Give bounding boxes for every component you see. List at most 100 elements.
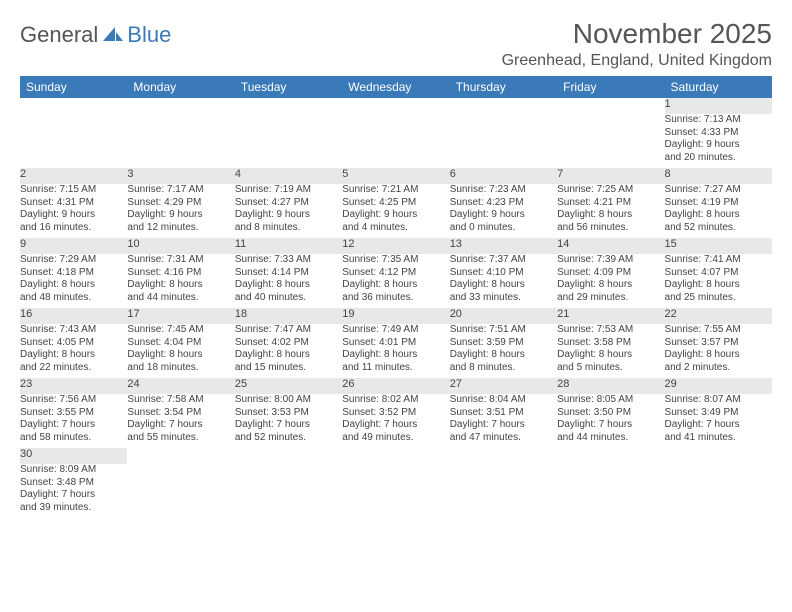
day-info-line: and 11 minutes. <box>342 362 449 375</box>
day-info-line: Daylight: 8 hours <box>665 349 772 362</box>
day-info-cell: Sunrise: 8:07 AMSunset: 3:49 PMDaylight:… <box>665 394 772 448</box>
day-info-line: Daylight: 9 hours <box>665 139 772 152</box>
day-info-line: Sunrise: 7:45 AM <box>127 324 234 337</box>
day-info-cell: Sunrise: 8:04 AMSunset: 3:51 PMDaylight:… <box>450 394 557 448</box>
day-info-line: and 16 minutes. <box>20 222 127 235</box>
day-info-cell: Sunrise: 7:55 AMSunset: 3:57 PMDaylight:… <box>665 324 772 378</box>
day-info-line: Sunset: 3:48 PM <box>20 477 127 490</box>
day-info-line: Sunrise: 7:37 AM <box>450 254 557 267</box>
day-info-line: Sunrise: 7:15 AM <box>20 184 127 197</box>
day-info-line: Sunrise: 7:21 AM <box>342 184 449 197</box>
day-info-line: Sunrise: 8:04 AM <box>450 394 557 407</box>
day-info-line: Daylight: 7 hours <box>665 419 772 432</box>
day-info-line: and 52 minutes. <box>665 222 772 235</box>
day-info-cell: Sunrise: 7:21 AMSunset: 4:25 PMDaylight:… <box>342 184 449 238</box>
day-info-row: Sunrise: 7:29 AMSunset: 4:18 PMDaylight:… <box>20 254 772 308</box>
weekday-header-row: SundayMondayTuesdayWednesdayThursdayFrid… <box>20 76 772 98</box>
day-info-line: Daylight: 8 hours <box>557 209 664 222</box>
day-info-line: Sunset: 4:02 PM <box>235 337 342 350</box>
day-info-cell: Sunrise: 7:41 AMSunset: 4:07 PMDaylight:… <box>665 254 772 308</box>
weekday-header: Tuesday <box>235 76 342 98</box>
day-info-line: and 44 minutes. <box>557 432 664 445</box>
day-number-row: 1 <box>20 98 772 114</box>
day-info-line: Sunrise: 7:39 AM <box>557 254 664 267</box>
day-info-line: Sunset: 4:18 PM <box>20 267 127 280</box>
day-info-line: Sunset: 4:31 PM <box>20 197 127 210</box>
day-number-cell <box>235 448 342 464</box>
day-number-cell: 2 <box>20 168 127 184</box>
logo: General Blue <box>20 22 171 48</box>
day-number-cell: 25 <box>235 378 342 394</box>
day-number-cell: 4 <box>235 168 342 184</box>
day-info-line: and 47 minutes. <box>450 432 557 445</box>
day-info-line: Sunset: 4:29 PM <box>127 197 234 210</box>
weekday-header: Saturday <box>665 76 772 98</box>
day-info-line: Sunrise: 8:00 AM <box>235 394 342 407</box>
page-header: General Blue November 2025 Greenhead, En… <box>20 18 772 70</box>
day-info-line: Sunset: 3:52 PM <box>342 407 449 420</box>
day-info-line: Sunset: 4:07 PM <box>665 267 772 280</box>
day-info-line: Sunset: 3:53 PM <box>235 407 342 420</box>
day-info-cell <box>235 114 342 168</box>
day-info-cell: Sunrise: 7:31 AMSunset: 4:16 PMDaylight:… <box>127 254 234 308</box>
day-number-cell <box>450 98 557 114</box>
logo-text-blue: Blue <box>127 22 171 48</box>
day-info-line: and 36 minutes. <box>342 292 449 305</box>
day-number-cell: 1 <box>665 98 772 114</box>
day-info-line: and 44 minutes. <box>127 292 234 305</box>
day-info-line: and 48 minutes. <box>20 292 127 305</box>
day-info-line: and 4 minutes. <box>342 222 449 235</box>
day-info-line: Sunset: 3:51 PM <box>450 407 557 420</box>
day-number-cell: 19 <box>342 308 449 324</box>
day-info-cell: Sunrise: 7:39 AMSunset: 4:09 PMDaylight:… <box>557 254 664 308</box>
weekday-header: Wednesday <box>342 76 449 98</box>
day-info-cell: Sunrise: 7:17 AMSunset: 4:29 PMDaylight:… <box>127 184 234 238</box>
day-number-cell: 9 <box>20 238 127 254</box>
weekday-header: Monday <box>127 76 234 98</box>
day-info-cell: Sunrise: 7:58 AMSunset: 3:54 PMDaylight:… <box>127 394 234 448</box>
day-info-cell <box>235 464 342 518</box>
day-info-line: Sunset: 4:10 PM <box>450 267 557 280</box>
day-info-row: Sunrise: 7:15 AMSunset: 4:31 PM Daylight:… <box>20 184 772 238</box>
day-info-line: Sunrise: 8:09 AM <box>20 464 127 477</box>
day-info-line: and 33 minutes. <box>450 292 557 305</box>
day-number-cell: 12 <box>342 238 449 254</box>
day-info-row: Sunrise: 7:56 AMSunset: 3:55 PMDaylight:… <box>20 394 772 448</box>
day-number-cell <box>665 448 772 464</box>
day-number-row: 2345678 <box>20 168 772 184</box>
day-info-row: Sunrise: 8:09 AMSunset: 3:48 PMDaylight:… <box>20 464 772 518</box>
day-number-cell: 6 <box>450 168 557 184</box>
day-info-cell <box>342 114 449 168</box>
day-info-line: Sunrise: 7:35 AM <box>342 254 449 267</box>
day-number-cell: 8 <box>665 168 772 184</box>
day-number-cell: 11 <box>235 238 342 254</box>
day-info-line: and 8 minutes. <box>450 362 557 375</box>
day-info-cell <box>450 114 557 168</box>
day-info-line: and 0 minutes. <box>450 222 557 235</box>
day-number-cell <box>557 448 664 464</box>
day-info-line: and 58 minutes. <box>20 432 127 445</box>
day-info-row: Sunrise: 7:43 AMSunset: 4:05 PMDaylight:… <box>20 324 772 378</box>
day-info-line: and 39 minutes. <box>20 502 127 515</box>
day-info-line: Daylight: 8 hours <box>127 279 234 292</box>
day-info-line: Sunset: 4:23 PM <box>450 197 557 210</box>
day-number-cell: 20 <box>450 308 557 324</box>
day-info-line: Sunrise: 7:31 AM <box>127 254 234 267</box>
day-info-cell <box>127 464 234 518</box>
day-info-line: Daylight: 8 hours <box>235 279 342 292</box>
day-info-line: Sunrise: 7:19 AM <box>235 184 342 197</box>
day-info-line: Sunset: 4:25 PM <box>342 197 449 210</box>
day-info-line: Sunrise: 7:25 AM <box>557 184 664 197</box>
day-info-line: and 29 minutes. <box>557 292 664 305</box>
day-info-cell: Sunrise: 7:47 AMSunset: 4:02 PMDaylight:… <box>235 324 342 378</box>
day-number-cell: 5 <box>342 168 449 184</box>
day-info-line: Sunset: 3:50 PM <box>557 407 664 420</box>
day-info-line: Sunrise: 7:47 AM <box>235 324 342 337</box>
day-info-cell <box>127 114 234 168</box>
day-number-cell: 18 <box>235 308 342 324</box>
day-info-cell: Sunrise: 7:43 AMSunset: 4:05 PMDaylight:… <box>20 324 127 378</box>
day-info-cell: Sunrise: 7:13 AMSunset: 4:33 PMDaylight:… <box>665 114 772 168</box>
weekday-header: Friday <box>557 76 664 98</box>
day-info-line: Sunrise: 7:56 AM <box>20 394 127 407</box>
day-info-line: and 15 minutes. <box>235 362 342 375</box>
